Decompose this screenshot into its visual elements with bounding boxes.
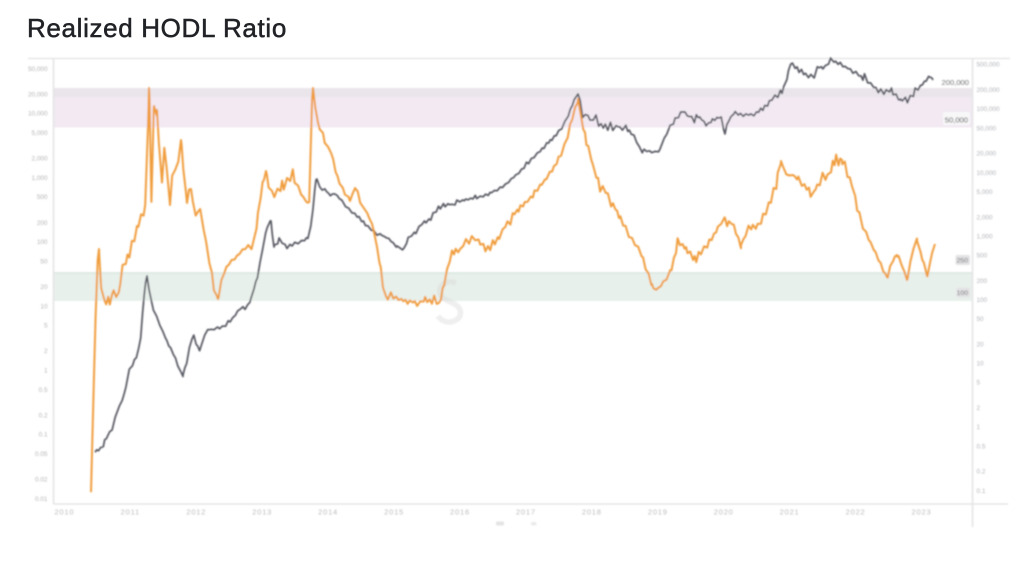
svg-text:2011: 2011: [121, 508, 140, 517]
svg-text:200: 200: [37, 220, 48, 227]
svg-text:1: 1: [44, 368, 48, 375]
svg-text:50,000: 50,000: [945, 115, 968, 124]
svg-text:0.2: 0.2: [977, 469, 986, 476]
svg-text:50: 50: [977, 316, 985, 323]
svg-text:2021: 2021: [780, 508, 800, 517]
svg-text:2017: 2017: [516, 508, 536, 517]
svg-text:1: 1: [977, 424, 981, 431]
svg-text:1,000: 1,000: [977, 233, 993, 240]
svg-text:0.5: 0.5: [977, 443, 986, 450]
svg-text:20,000: 20,000: [28, 91, 48, 98]
svg-text:100: 100: [37, 239, 48, 246]
svg-text:500,000: 500,000: [977, 62, 1001, 69]
svg-text:2012: 2012: [186, 508, 206, 517]
svg-text:20: 20: [977, 342, 985, 349]
svg-text:2: 2: [44, 348, 48, 355]
svg-text:2020: 2020: [714, 508, 734, 517]
svg-text:2,000: 2,000: [32, 156, 48, 163]
svg-text:1,000: 1,000: [32, 175, 48, 182]
svg-text:2014: 2014: [318, 508, 338, 517]
svg-text:20,000: 20,000: [977, 151, 997, 158]
svg-text:10: 10: [977, 361, 985, 368]
svg-text:100,000: 100,000: [977, 106, 1001, 113]
svg-text:200,000: 200,000: [942, 78, 969, 87]
svg-text:5,000: 5,000: [977, 189, 993, 196]
svg-text:200,000: 200,000: [977, 87, 1001, 94]
svg-text:5: 5: [44, 323, 48, 330]
svg-text:2022: 2022: [846, 508, 866, 517]
svg-text:50,000: 50,000: [977, 125, 997, 132]
svg-text:2019: 2019: [648, 508, 668, 517]
svg-text:10,000: 10,000: [28, 111, 48, 118]
svg-text:2013: 2013: [252, 508, 272, 517]
svg-text:0.5: 0.5: [39, 387, 48, 394]
svg-text:10: 10: [40, 303, 48, 310]
svg-text:2016: 2016: [450, 508, 470, 517]
svg-text:2,000: 2,000: [977, 214, 993, 221]
svg-text:500: 500: [977, 253, 988, 260]
svg-text:200: 200: [977, 278, 988, 285]
svg-text:50,000: 50,000: [28, 66, 48, 73]
svg-text:2010: 2010: [54, 508, 74, 517]
svg-text:100: 100: [957, 290, 969, 297]
svg-text:0.02: 0.02: [35, 477, 48, 484]
svg-text:0.2: 0.2: [39, 412, 48, 419]
svg-text:0.1: 0.1: [977, 488, 986, 495]
svg-text:100: 100: [977, 297, 988, 304]
svg-text:500: 500: [37, 194, 48, 201]
svg-text:0.05: 0.05: [35, 451, 48, 458]
svg-text:250: 250: [957, 258, 969, 265]
svg-text:2023: 2023: [912, 508, 932, 517]
svg-text:0.1: 0.1: [39, 432, 48, 439]
svg-text:2: 2: [977, 405, 981, 412]
svg-text:5,000: 5,000: [32, 130, 48, 137]
svg-text:2018: 2018: [582, 508, 602, 517]
svg-text:10,000: 10,000: [977, 170, 997, 177]
svg-text:5: 5: [977, 380, 981, 387]
svg-text:2015: 2015: [384, 508, 404, 517]
svg-text:20: 20: [40, 284, 48, 291]
svg-text:50: 50: [40, 258, 48, 265]
svg-text:0.01: 0.01: [35, 496, 48, 503]
